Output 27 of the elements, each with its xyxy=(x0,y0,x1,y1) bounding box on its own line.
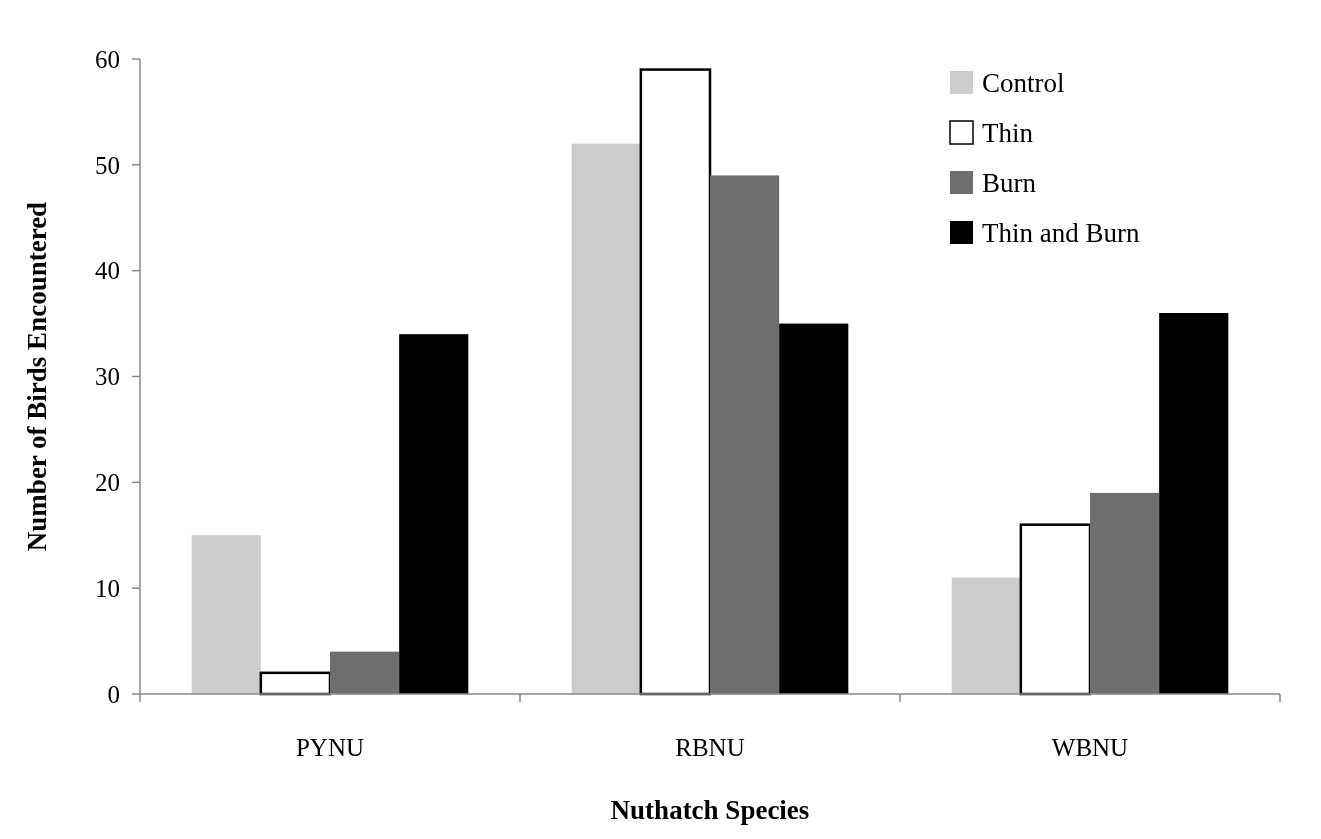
x-axis-title: Nuthatch Species xyxy=(610,795,810,825)
bar xyxy=(710,175,780,694)
bar xyxy=(330,651,400,694)
legend-label: Control xyxy=(982,68,1065,99)
bar xyxy=(399,334,469,694)
x-tick-label: RBNU xyxy=(675,734,745,761)
bar xyxy=(1019,523,1092,696)
bar xyxy=(571,143,641,694)
y-tick-label: 0 xyxy=(107,680,120,708)
y-tick-label: 10 xyxy=(95,574,120,602)
y-tick-label: 40 xyxy=(95,257,120,285)
bar xyxy=(779,323,849,694)
y-tick-label: 60 xyxy=(95,45,120,73)
legend-label: Burn xyxy=(982,168,1037,199)
y-tick-label: 50 xyxy=(95,151,120,179)
legend-label: Thin and Burn xyxy=(982,218,1140,249)
y-tick-label: 20 xyxy=(95,469,120,497)
bar xyxy=(639,68,712,696)
y-tick-label: 30 xyxy=(95,363,120,391)
bar xyxy=(1159,313,1229,694)
x-tick-label: WBNU xyxy=(1051,734,1129,761)
y-axis-title: Number of Birds Encountered xyxy=(22,201,52,552)
legend-label: Thin xyxy=(982,118,1034,149)
bar xyxy=(1090,492,1160,694)
bar xyxy=(191,535,261,694)
bar xyxy=(951,577,1021,694)
x-tick-label: PYNU xyxy=(295,734,365,761)
